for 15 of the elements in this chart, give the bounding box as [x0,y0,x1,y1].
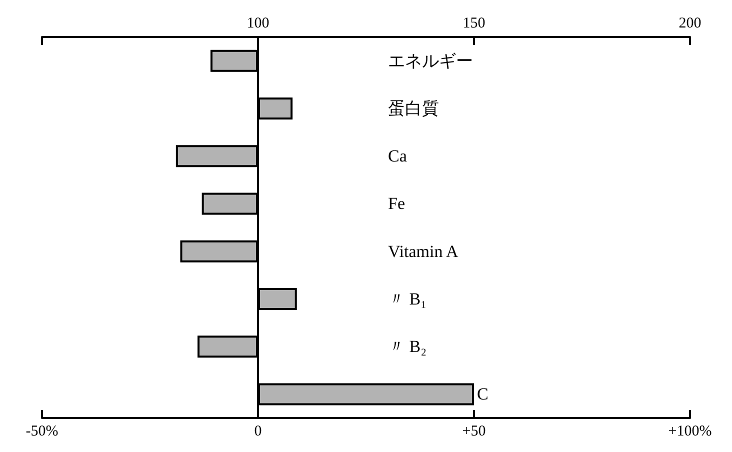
x-tick-label: +50 [462,424,486,440]
x-tick-label: +100% [668,424,712,440]
x-tick-label: 0 [254,424,262,440]
x2-tick-label: 100 [246,16,270,32]
y-tick-label: Vitamin A [388,242,460,261]
y-tick-label: Fe [388,194,405,214]
y-tick-label: エネルギー [388,51,473,70]
x-tick-label: -50% [26,424,58,440]
y-tick-label: Ca [388,146,408,166]
x2-tick-label: 200 [678,16,702,32]
y-tick-label: C [477,384,488,404]
y-tick-label: 〃 B₂ [388,337,427,356]
x2-tick-label: 150 [462,16,486,32]
y-tick-label: 〃 B₁ [388,289,427,308]
y-tick-label: 蛋白質 [388,98,439,118]
